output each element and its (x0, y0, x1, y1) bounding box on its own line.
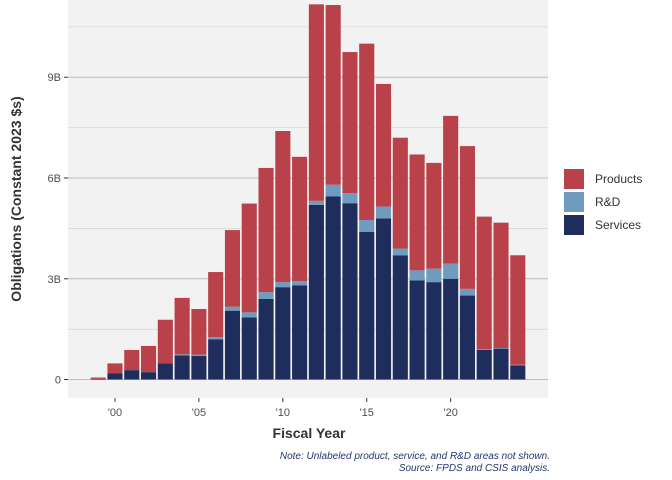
bar-products-2005 (191, 308, 207, 355)
legend-swatch-r-d (564, 192, 584, 212)
bar-r-d-2013 (325, 184, 341, 197)
bar-products-2023 (493, 222, 509, 348)
bar-products-1999 (90, 377, 106, 379)
x-tick-label: '20 (443, 407, 457, 419)
y-axis: 0 3B 6B 9B (48, 72, 68, 387)
bar-r-d-2006 (208, 337, 224, 340)
x-tick-label: '00 (108, 407, 122, 419)
bar-products-2020 (443, 115, 459, 264)
bar-products-2019 (426, 162, 442, 269)
bar-services-2021 (459, 295, 475, 380)
bar-r-d-2011 (292, 281, 308, 286)
bar-products-2002 (141, 345, 157, 373)
x-tick-label: '05 (192, 407, 206, 419)
bar-r-d-2015 (359, 219, 375, 232)
bar-services-2012 (308, 204, 324, 380)
bar-r-d-2019 (426, 268, 442, 283)
bar-r-d-2009 (258, 292, 274, 299)
bar-products-2001 (124, 349, 140, 371)
bar-products-2010 (275, 130, 291, 283)
bar-r-d-2017 (392, 248, 408, 256)
y-tick-label: 6B (48, 173, 61, 185)
legend-swatch-products (564, 169, 584, 189)
bar-products-2011 (292, 156, 308, 282)
bar-services-2011 (292, 285, 308, 380)
bar-products-2003 (157, 319, 173, 364)
bar-r-d-2016 (375, 206, 392, 219)
bar-services-2022 (476, 349, 492, 380)
bar-r-d-2010 (275, 282, 291, 288)
legend-label-services: Services (595, 218, 641, 232)
y-tick-label: 9B (48, 72, 61, 84)
bar-services-2018 (409, 280, 425, 380)
bar-products-2004 (174, 297, 190, 355)
bar-services-2016 (375, 218, 392, 380)
bar-services-2009 (258, 298, 274, 380)
bar-r-d-2021 (459, 288, 475, 296)
bar-products-2024 (510, 255, 526, 365)
bar-products-2000 (107, 363, 123, 374)
x-tick-label: '15 (360, 407, 374, 419)
bar-services-2020 (443, 278, 459, 380)
bar-r-d-2004 (174, 354, 190, 356)
bar-products-2008 (241, 203, 257, 313)
x-axis: '00 '05 '10 '15 '20 (108, 398, 458, 419)
bar-r-d-2012 (308, 200, 324, 205)
bar-services-2010 (275, 287, 291, 380)
bar-services-2002 (141, 372, 157, 380)
bar-r-d-2014 (342, 193, 358, 204)
bar-services-2007 (224, 310, 241, 380)
bars (90, 4, 526, 380)
bar-products-2022 (476, 216, 492, 350)
bar-products-2017 (392, 137, 408, 249)
legend-label-r-d: R&D (595, 195, 621, 209)
legend-swatch-services (564, 215, 584, 235)
bar-r-d-2024 (510, 364, 526, 366)
bar-services-2014 (342, 203, 358, 380)
bar-products-2018 (409, 154, 425, 271)
bar-r-d-2005 (191, 354, 207, 357)
bar-products-2014 (342, 52, 358, 194)
bar-r-d-2018 (409, 270, 425, 281)
bar-r-d-2023 (493, 347, 509, 349)
bar-products-2009 (258, 167, 274, 293)
bar-services-2019 (426, 282, 442, 380)
legend: Products R&D Services (564, 169, 642, 235)
bar-r-d-2022 (476, 349, 492, 350)
bar-r-d-2020 (443, 263, 459, 279)
bar-r-d-2007 (224, 306, 241, 311)
bar-services-2000 (107, 373, 123, 380)
chart-source: Source: FPDS and CSIS analysis. (398, 463, 550, 474)
bar-products-2006 (208, 272, 224, 338)
bar-products-2016 (375, 83, 392, 207)
bar-services-2003 (157, 363, 173, 380)
y-tick-label: 3B (48, 274, 61, 286)
y-axis-title: Obligations (Constant 2023 $s) (8, 96, 24, 301)
bar-services-2024 (510, 365, 526, 380)
y-tick-label: 0 (55, 375, 61, 387)
bar-products-2015 (359, 43, 375, 220)
bar-r-d-2008 (241, 312, 257, 318)
bar-products-2007 (224, 230, 241, 307)
bar-products-2021 (459, 146, 475, 289)
bar-services-1999 (90, 378, 106, 380)
bar-products-2012 (308, 4, 324, 201)
bar-services-2023 (493, 348, 509, 380)
x-tick-label: '10 (276, 407, 290, 419)
bar-services-2005 (191, 356, 207, 380)
bar-services-2008 (241, 317, 257, 380)
bar-products-2013 (325, 5, 341, 185)
x-axis-title: Fiscal Year (273, 425, 346, 441)
bar-services-2006 (208, 339, 224, 380)
chart-note: Note: Unlabeled product, service, and R&… (279, 451, 550, 462)
bar-services-2004 (174, 355, 190, 380)
bar-services-2015 (359, 231, 375, 380)
legend-label-products: Products (595, 172, 642, 186)
plot-panel (68, 0, 548, 398)
bar-services-2017 (392, 255, 408, 380)
bar-services-2013 (325, 196, 341, 380)
bar-services-2001 (124, 370, 140, 380)
